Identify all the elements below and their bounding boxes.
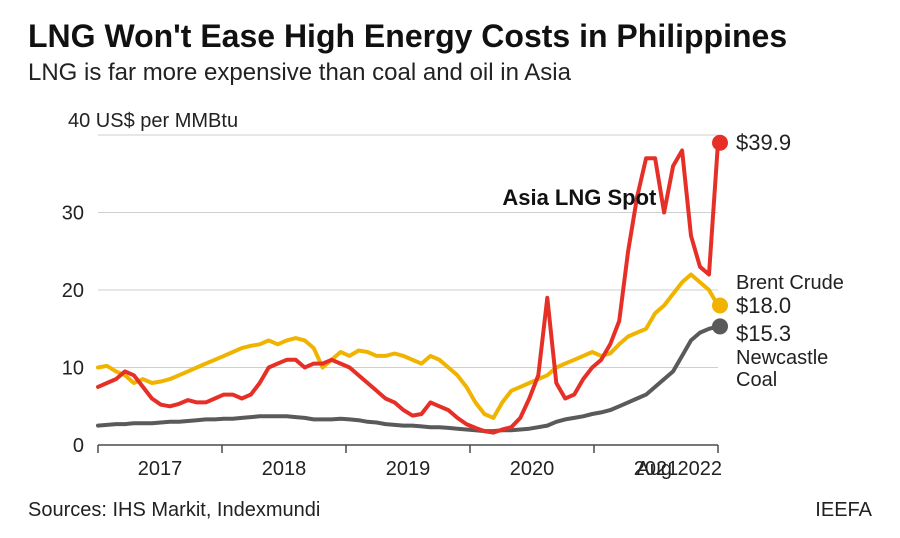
end-label-lng: $39.9 [736, 131, 791, 155]
chart-area: 010203040 US$ per MMBtu20172018201920202… [28, 105, 872, 490]
chart-container: LNG Won't Ease High Energy Costs in Phil… [0, 0, 900, 538]
end-label-brent: Brent Crude$18.0 [736, 272, 844, 318]
attribution-label: IEEFA [815, 499, 872, 522]
end-label-coal: $15.3NewcastleCoal [736, 322, 828, 390]
chart-overlay: $39.9 Brent Crude$18.0$15.3NewcastleCoal [28, 105, 872, 485]
chart-title: LNG Won't Ease High Energy Costs in Phil… [28, 18, 872, 55]
chart-subtitle: LNG is far more expensive than coal and … [28, 59, 872, 87]
source-label: Sources: IHS Markit, Indexmundi [28, 499, 320, 522]
